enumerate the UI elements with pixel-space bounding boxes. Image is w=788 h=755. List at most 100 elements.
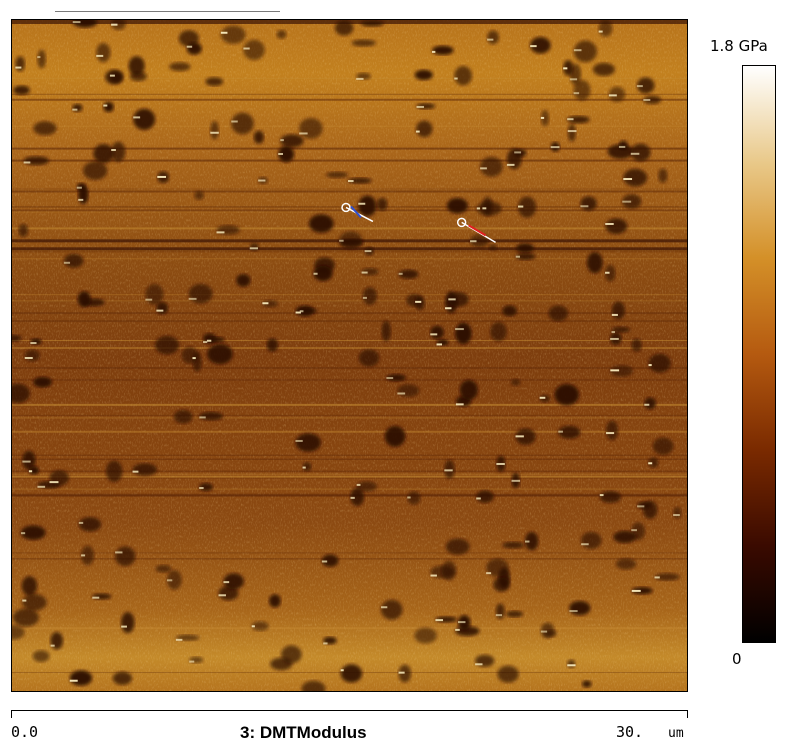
dark-spot	[281, 645, 302, 664]
bright-speck	[278, 153, 283, 155]
dark-spot	[358, 195, 377, 217]
bright-speck	[445, 307, 452, 310]
scan-line	[12, 320, 687, 323]
bright-speck	[189, 660, 195, 663]
bright-speck	[448, 298, 456, 301]
bright-speck	[157, 175, 167, 178]
bright-speck	[476, 207, 481, 210]
bright-speck	[608, 94, 617, 97]
scan-line	[12, 477, 687, 479]
dark-spot	[145, 283, 164, 305]
bright-speck	[436, 343, 443, 346]
dark-spot	[15, 56, 25, 72]
bright-speck	[475, 663, 483, 666]
scan-line	[12, 258, 687, 260]
blue-cursor-ring[interactable]	[341, 202, 351, 213]
scan-line	[12, 488, 687, 490]
dark-spot	[21, 576, 38, 596]
dark-spot	[313, 265, 333, 282]
bright-speck	[636, 85, 643, 88]
dark-spot	[358, 349, 380, 367]
dark-spot	[276, 29, 287, 39]
bright-speck	[50, 644, 55, 647]
dark-spot	[652, 437, 674, 456]
bright-speck	[567, 664, 576, 667]
bright-speck	[631, 589, 641, 592]
dark-spot	[63, 253, 84, 268]
scan-line	[12, 159, 687, 162]
dark-spot	[515, 428, 536, 445]
dark-spot	[236, 274, 251, 287]
dark-spot	[607, 144, 634, 159]
measurement-cursors[interactable]	[341, 202, 496, 243]
scan-line	[12, 458, 687, 460]
dark-spot	[210, 121, 219, 140]
dark-spot	[199, 483, 214, 492]
dark-spot	[430, 325, 444, 340]
dark-spot	[397, 384, 420, 397]
bright-speck	[648, 364, 652, 367]
dark-spot	[432, 45, 454, 55]
dark-spot	[301, 680, 326, 691]
red-cursor-ring[interactable]	[456, 217, 467, 228]
dark-spot	[37, 49, 46, 69]
scan-line	[12, 430, 687, 433]
dark-spot	[356, 481, 377, 492]
dark-spot	[582, 680, 592, 688]
bright-speck	[166, 579, 173, 582]
dark-spot	[493, 577, 510, 592]
x-scale-bar	[11, 710, 688, 720]
blue-cursor-mark	[350, 205, 362, 219]
scan-line	[12, 475, 687, 478]
dark-spot	[111, 20, 126, 30]
dark-spot	[269, 594, 281, 608]
bright-speck	[644, 403, 650, 406]
dark-spot	[24, 349, 40, 362]
bright-speck	[487, 38, 494, 41]
dark-spot	[567, 659, 576, 668]
bright-speck	[223, 581, 230, 584]
bright-speck	[109, 74, 115, 77]
colorbar-min-label: 0	[732, 650, 742, 668]
bright-speck	[457, 621, 466, 624]
bright-speck	[610, 337, 619, 340]
dark-spot	[610, 365, 634, 377]
scan-line	[12, 347, 687, 350]
dark-spot	[220, 25, 246, 44]
dark-spot	[32, 650, 50, 663]
dark-spot	[476, 201, 502, 216]
dark-spot	[251, 621, 269, 631]
dark-spot	[636, 77, 655, 94]
dark-spot	[169, 62, 191, 72]
bright-speck	[218, 594, 226, 597]
dark-spot	[266, 338, 279, 352]
dark-spot	[348, 177, 372, 184]
dark-spot	[218, 585, 239, 601]
dark-spot	[386, 374, 407, 382]
scan-line	[12, 301, 687, 303]
dark-spot	[173, 409, 193, 424]
scale-line	[11, 710, 688, 711]
dark-spot	[407, 491, 421, 505]
dark-spot	[194, 190, 204, 200]
dark-spot	[455, 322, 472, 345]
dark-spot	[326, 171, 349, 178]
bright-speck	[480, 167, 487, 170]
dark-spot	[502, 541, 525, 549]
scan-line	[12, 414, 687, 416]
dark-spot	[486, 558, 509, 577]
bright-speck	[539, 396, 546, 399]
bright-speck	[648, 462, 653, 465]
afm-modulus-image[interactable]	[11, 19, 688, 692]
colorbar	[742, 65, 776, 643]
bright-edges	[15, 21, 680, 682]
dark-spot	[295, 433, 321, 452]
dark-spot	[598, 20, 613, 37]
dark-spot	[608, 86, 626, 103]
bright-speck	[444, 469, 453, 472]
bright-speck	[72, 108, 78, 111]
bright-speck	[515, 435, 524, 438]
scan-line	[12, 300, 687, 303]
x-axis-max: 30.	[616, 723, 644, 741]
dark-spot	[563, 60, 574, 76]
